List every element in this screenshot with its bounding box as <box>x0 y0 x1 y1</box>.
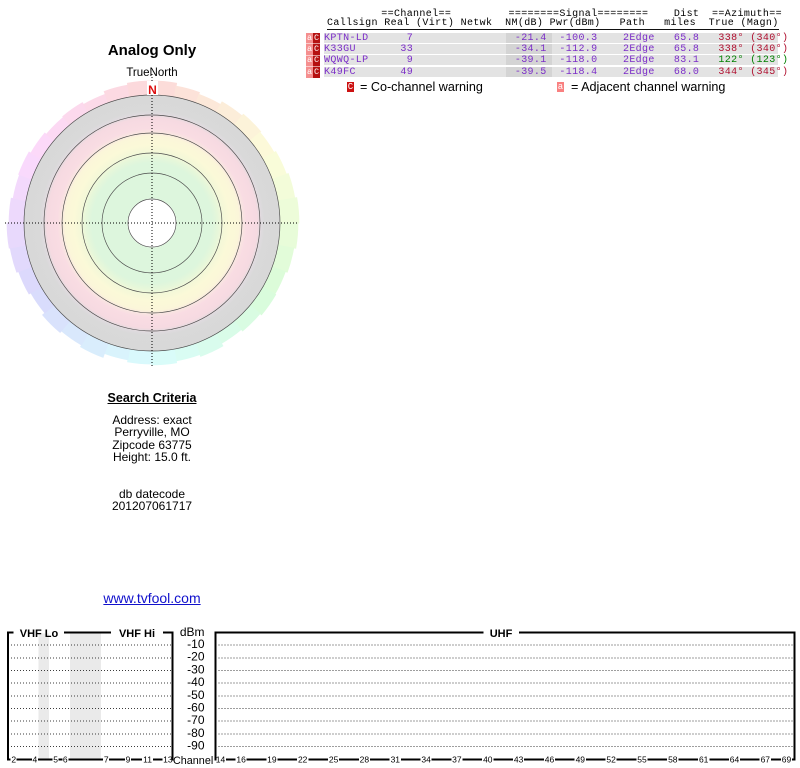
svg-text:40: 40 <box>483 754 493 764</box>
svg-text:46: 46 <box>545 754 555 764</box>
svg-text:58: 58 <box>668 754 678 764</box>
svg-text:28: 28 <box>360 754 370 764</box>
svg-text:34: 34 <box>421 754 431 764</box>
svg-text:-50: -50 <box>187 688 205 702</box>
svg-text:Channel: Channel <box>173 755 213 767</box>
svg-text:43: 43 <box>514 754 524 764</box>
svg-text:UHF: UHF <box>490 628 513 640</box>
svg-text:19: 19 <box>267 754 277 764</box>
svg-text:6: 6 <box>63 754 68 764</box>
svg-text:49: 49 <box>576 754 586 764</box>
svg-text:VHF Hi: VHF Hi <box>119 628 155 640</box>
svg-text:11: 11 <box>143 754 152 764</box>
svg-text:-30: -30 <box>187 662 205 676</box>
svg-text:64: 64 <box>730 754 740 764</box>
svg-text:-80: -80 <box>187 726 205 740</box>
svg-text:9: 9 <box>126 754 131 764</box>
svg-text:-60: -60 <box>187 701 205 715</box>
svg-text:67: 67 <box>761 754 771 764</box>
svg-text:dBm: dBm <box>180 625 205 639</box>
svg-text:61: 61 <box>699 754 709 764</box>
svg-text:-10: -10 <box>187 637 205 651</box>
svg-text:22: 22 <box>298 754 308 764</box>
svg-text:2: 2 <box>11 754 16 764</box>
svg-text:-20: -20 <box>187 650 205 664</box>
svg-text:55: 55 <box>637 754 647 764</box>
svg-text:VHF Lo: VHF Lo <box>20 628 59 640</box>
svg-text:-90: -90 <box>187 739 205 753</box>
svg-text:16: 16 <box>236 754 246 764</box>
svg-text:5: 5 <box>53 754 58 764</box>
svg-text:25: 25 <box>329 754 339 764</box>
svg-text:37: 37 <box>452 754 462 764</box>
svg-text:14: 14 <box>216 754 226 764</box>
svg-text:4: 4 <box>33 754 38 764</box>
svg-text:13: 13 <box>163 754 173 764</box>
svg-text:-40: -40 <box>187 675 205 689</box>
svg-text:7: 7 <box>104 754 109 764</box>
svg-text:31: 31 <box>391 754 401 764</box>
svg-text:69: 69 <box>782 754 792 764</box>
svg-text:52: 52 <box>606 754 616 764</box>
svg-text:-70: -70 <box>187 713 205 727</box>
